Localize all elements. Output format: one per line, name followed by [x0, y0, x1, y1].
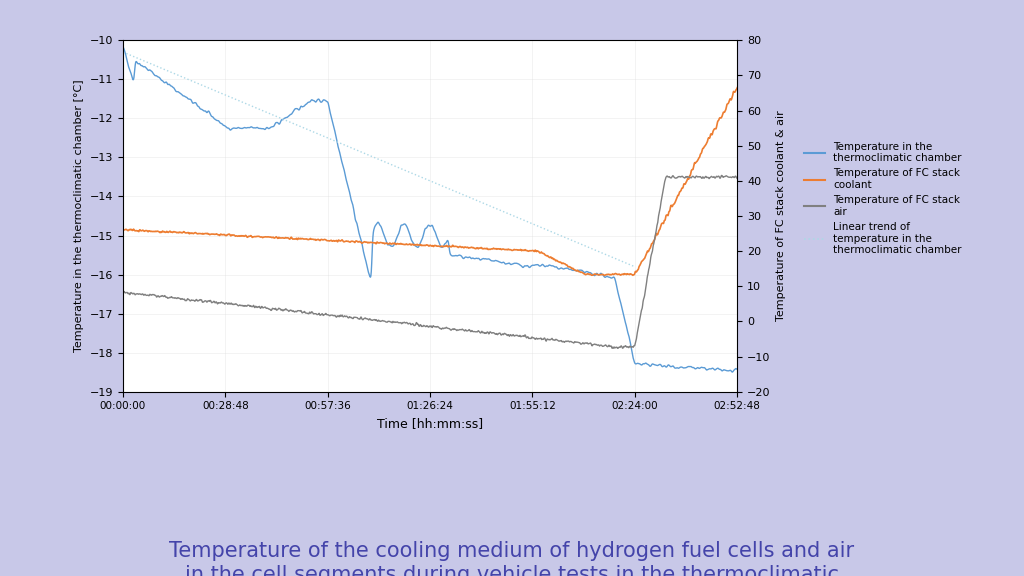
Temperature of FC stack
air [189, 297, 202, 304]
Temperature of FC stack
air [378, 317, 390, 324]
Y-axis label: Temperature of FC stack coolant & air: Temperature of FC stack coolant & air [776, 111, 786, 321]
Temperature of FC stack
coolant [117, 226, 129, 233]
Temperature in the
thermoclimatic chamber [189, 99, 202, 106]
Linear trend of
temperature in the
thermoclimatic chamber [362, 152, 375, 159]
Temperature of FC stack
coolant [401, 241, 414, 248]
Linear trend of
temperature in the
thermoclimatic chamber [537, 225, 549, 232]
Line: Temperature in the
thermoclimatic chamber: Temperature in the thermoclimatic chambe… [123, 47, 737, 372]
Temperature of FC stack
coolant [598, 272, 610, 279]
Temperature in the
thermoclimatic chamber [390, 236, 402, 242]
Temperature of FC stack
air [401, 320, 414, 327]
Text: Temperature of the cooling medium of hydrogen fuel cells and air
in the cell seg: Temperature of the cooling medium of hyd… [169, 541, 855, 576]
Temperature of FC stack
coolant [189, 229, 202, 236]
Temperature in the
thermoclimatic chamber [378, 230, 390, 237]
X-axis label: Time [hh:mm:ss]: Time [hh:mm:ss] [377, 417, 483, 430]
Legend: Temperature in the
thermoclimatic chamber, Temperature of FC stack
coolant, Temp: Temperature in the thermoclimatic chambe… [800, 138, 966, 259]
Temperature of FC stack
coolant [466, 244, 478, 251]
Temperature of FC stack
air [611, 345, 624, 352]
Linear trend of
temperature in the
thermoclimatic chamber [422, 176, 434, 183]
Temperature of FC stack
coolant [390, 241, 402, 248]
Temperature of FC stack
coolant [164, 228, 176, 235]
Linear trend of
temperature in the
thermoclimatic chamber [117, 48, 129, 55]
Temperature of FC stack
air [390, 319, 402, 325]
Line: Linear trend of
temperature in the
thermoclimatic chamber: Linear trend of temperature in the therm… [123, 52, 635, 267]
Line: Temperature of FC stack
air: Temperature of FC stack air [123, 176, 737, 348]
Temperature in the
thermoclimatic chamber [731, 366, 743, 373]
Y-axis label: Temperature in the thermoclimatic chamber [°C]: Temperature in the thermoclimatic chambe… [74, 79, 84, 353]
Linear trend of
temperature in the
thermoclimatic chamber [629, 263, 641, 270]
Temperature of FC stack
coolant [731, 84, 743, 91]
Temperature of FC stack
air [164, 294, 176, 301]
Linear trend of
temperature in the
thermoclimatic chamber [359, 150, 372, 157]
Temperature in the
thermoclimatic chamber [726, 369, 738, 376]
Temperature in the
thermoclimatic chamber [164, 82, 176, 89]
Temperature in the
thermoclimatic chamber [466, 255, 478, 262]
Temperature in the
thermoclimatic chamber [117, 44, 129, 51]
Temperature of FC stack
air [716, 172, 728, 179]
Line: Temperature of FC stack
coolant: Temperature of FC stack coolant [123, 88, 737, 275]
Linear trend of
temperature in the
thermoclimatic chamber [616, 258, 629, 265]
Temperature of FC stack
air [731, 175, 743, 182]
Linear trend of
temperature in the
thermoclimatic chamber [394, 165, 407, 172]
Temperature of FC stack
air [466, 328, 478, 335]
Temperature in the
thermoclimatic chamber [401, 224, 414, 231]
Temperature of FC stack
air [117, 290, 129, 297]
Temperature of FC stack
coolant [378, 240, 390, 247]
